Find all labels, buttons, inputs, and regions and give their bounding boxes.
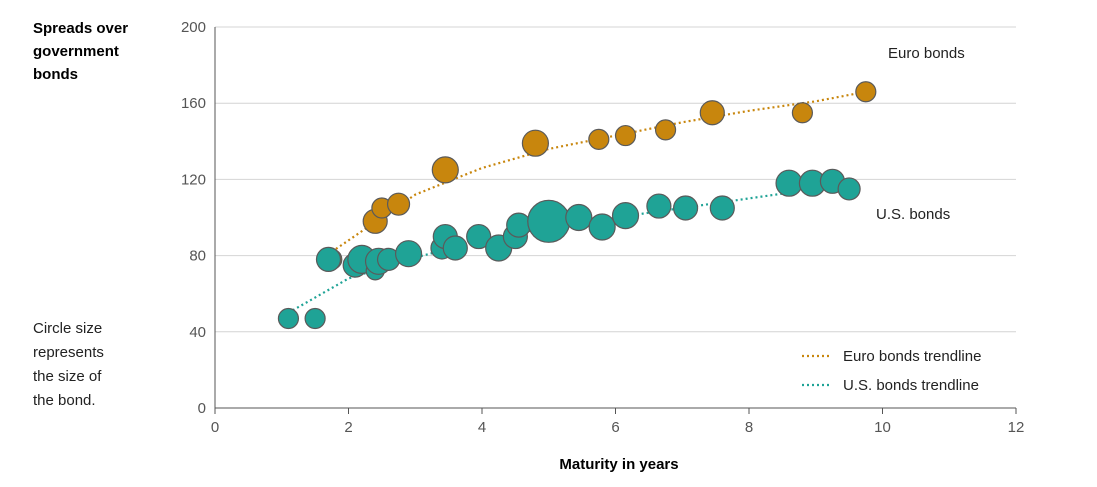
point-us-22 <box>709 195 735 221</box>
y-axis-title-line-2: government <box>33 43 119 60</box>
point-euro-9 <box>699 100 725 126</box>
x-tick-label-8: 8 <box>745 419 753 436</box>
legend: Euro bonds trendline U.S. bonds trendlin… <box>802 348 981 394</box>
note-line-3: the size of <box>33 368 102 385</box>
point-euro-6 <box>588 128 610 150</box>
y-tick-label-200: 200 <box>181 19 206 36</box>
y-axis-title-line-3: bonds <box>33 66 78 83</box>
point-euro-7 <box>614 124 637 147</box>
point-us-11 <box>442 235 468 261</box>
y-tick-label-120: 120 <box>181 171 206 188</box>
point-us-12 <box>466 223 492 250</box>
point-us-1 <box>304 307 326 330</box>
point-us-8 <box>394 240 423 268</box>
x-tick-label-0: 0 <box>211 419 219 436</box>
point-euro-11 <box>855 81 877 103</box>
note-line-1: Circle size <box>33 320 102 337</box>
point-euro-5 <box>521 129 550 157</box>
x-tick-label-2: 2 <box>344 419 352 436</box>
legend-euro-trend-label: Euro bonds trendline <box>843 348 981 365</box>
series-label-euro: Euro bonds <box>888 45 965 62</box>
point-us-16 <box>527 199 571 243</box>
y-axis-title-line-1: Spreads over <box>33 20 128 37</box>
point-us-17 <box>565 203 593 232</box>
gridlines <box>215 26 1016 333</box>
x-tick-label-12: 12 <box>1008 419 1025 436</box>
point-us-20 <box>646 193 672 219</box>
point-us-21 <box>672 195 699 221</box>
y-tick-label-80: 80 <box>189 248 206 265</box>
point-us-23 <box>775 169 803 197</box>
point-us-0 <box>277 307 300 330</box>
point-euro-3 <box>386 192 411 216</box>
y-tick-label-40: 40 <box>189 324 206 341</box>
point-euro-8 <box>654 119 677 141</box>
axes: 0 40 80 120 160 200 0 2 4 6 8 10 12 <box>181 19 1024 436</box>
point-us-19 <box>611 201 640 230</box>
point-euro-4 <box>431 156 459 184</box>
series-label-us: U.S. bonds <box>876 206 950 223</box>
data-points <box>277 81 877 330</box>
point-us-18 <box>588 213 616 241</box>
point-euro-10 <box>791 102 814 124</box>
x-tick-label-6: 6 <box>611 419 619 436</box>
note-line-4: the bond. <box>33 392 96 409</box>
x-tick-label-10: 10 <box>874 419 891 436</box>
note-line-2: represents <box>33 344 104 361</box>
x-tick-label-4: 4 <box>478 419 486 436</box>
y-tick-label-0: 0 <box>198 400 206 417</box>
legend-us-trend-label: U.S. bonds trendline <box>843 377 979 394</box>
x-axis-title: Maturity in years <box>559 456 678 473</box>
point-us-2 <box>315 246 342 273</box>
y-tick-label-160: 160 <box>181 95 206 112</box>
point-us-15 <box>506 212 532 238</box>
point-us-26 <box>837 177 861 201</box>
